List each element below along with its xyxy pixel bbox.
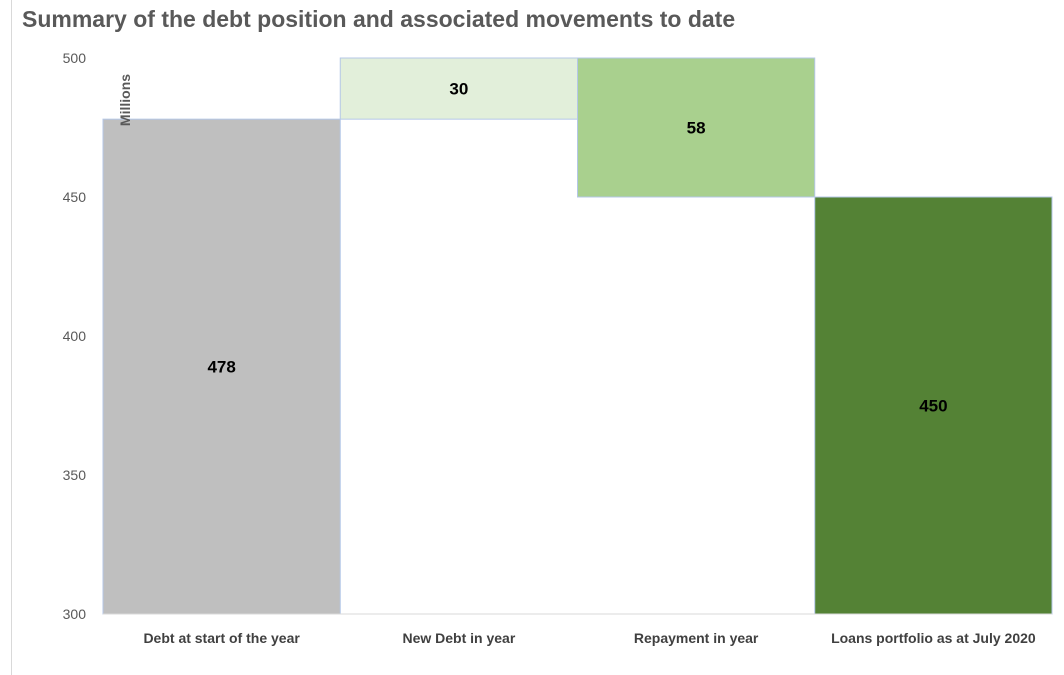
y-tick-label: 300 <box>63 606 87 622</box>
data-label-1: 478 <box>207 358 235 377</box>
bar-1 <box>102 118 341 615</box>
x-category-label: New Debt in year <box>402 630 515 646</box>
y-axis-title: Millions <box>117 74 133 126</box>
y-tick-label: 350 <box>63 467 87 483</box>
x-category-label: Loans portfolio as at July 2020 <box>831 630 1036 646</box>
y-tick-label: 450 <box>63 189 87 205</box>
left-border <box>11 0 12 675</box>
data-label-3: 58 <box>687 119 706 138</box>
x-category-label: Repayment in year <box>634 630 759 646</box>
bar-3 <box>577 57 816 198</box>
axis-layer: 300 350 400 450 500 Debt at start of the year… <box>63 50 1052 646</box>
labels-layer: 478 30 58 450 Millions <box>117 74 948 416</box>
data-label-2: 30 <box>449 80 468 99</box>
data-label-4: 450 <box>919 397 947 416</box>
chart-title: Summary of the debt position and associa… <box>22 6 736 32</box>
bars-layer <box>102 57 1053 615</box>
y-tick-label: 400 <box>63 328 87 344</box>
y-tick-label: 500 <box>63 50 87 66</box>
bar-4 <box>814 196 1053 615</box>
x-category-label: Debt at start of the year <box>143 630 300 646</box>
